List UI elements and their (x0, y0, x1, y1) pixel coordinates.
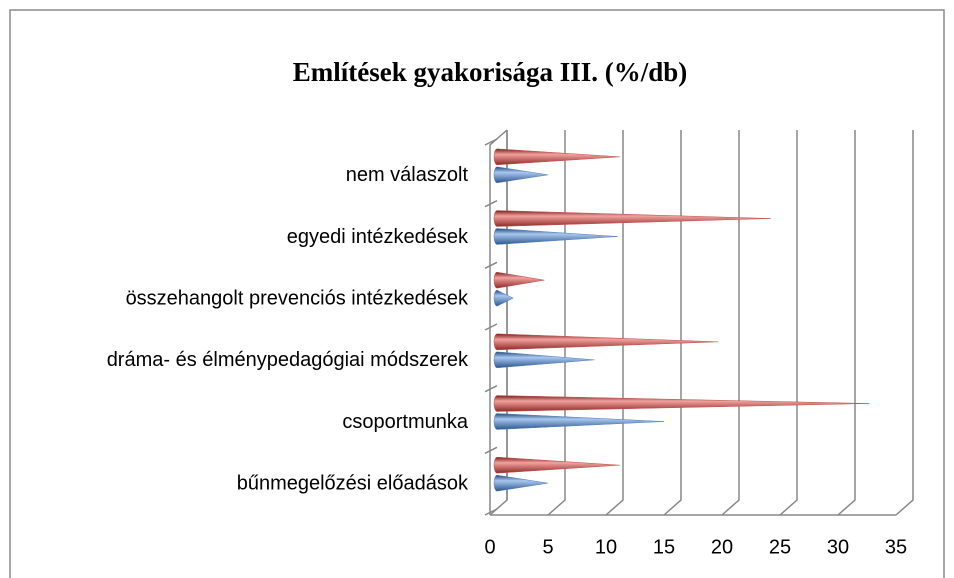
y-tick-label: dráma- és élménypedagógiai módszerek (107, 349, 469, 371)
category-separator (484, 261, 498, 270)
cone-bar (493, 166, 549, 184)
grid-line (895, 130, 914, 516)
category-separator (484, 384, 498, 393)
y-tick-label: egyedi intézkedések (287, 226, 469, 248)
x-tick-label: 30 (827, 536, 849, 558)
grid-line (489, 130, 508, 516)
cone-bar (493, 351, 595, 369)
grid-line (663, 130, 682, 516)
left-wall (489, 129, 508, 515)
cone-bar (493, 271, 545, 289)
x-tick-label: 25 (769, 536, 791, 558)
x-tick-label: 0 (484, 536, 495, 558)
y-tick-label: bűnmegelőzési előadások (237, 472, 469, 494)
cone-bar (493, 210, 771, 227)
x-tick-label: 5 (542, 536, 553, 558)
category-separator (484, 138, 498, 146)
x-tick-label: 15 (653, 536, 675, 558)
grid-line (837, 130, 856, 516)
chart-title: Említések gyakorisága III. (%/db) (293, 57, 688, 87)
x-tick-label: 20 (711, 536, 733, 558)
cone-bar (493, 474, 549, 492)
y-tick-label: összehangolt prevenciós intézkedések (126, 287, 469, 309)
cone-bar (493, 333, 719, 351)
category-separator (484, 199, 498, 208)
cone-bar (493, 456, 620, 474)
cone-bar (493, 289, 514, 307)
x-tick-label: 35 (885, 536, 907, 558)
cone-bar (493, 228, 618, 245)
category-separator (484, 323, 498, 331)
x-tick-label: 10 (595, 536, 617, 558)
y-tick-label: nem válaszolt (346, 164, 469, 186)
grid-line (779, 130, 798, 516)
cone-bar (493, 413, 665, 430)
cone-bar (493, 148, 620, 166)
y-tick-label: csoportmunka (342, 411, 468, 433)
chart-frame (9, 9, 945, 578)
category-separator (484, 446, 498, 455)
grid-line (605, 130, 624, 516)
cone-bar (493, 395, 870, 412)
grid-line (721, 130, 740, 516)
grid-line (547, 130, 566, 516)
